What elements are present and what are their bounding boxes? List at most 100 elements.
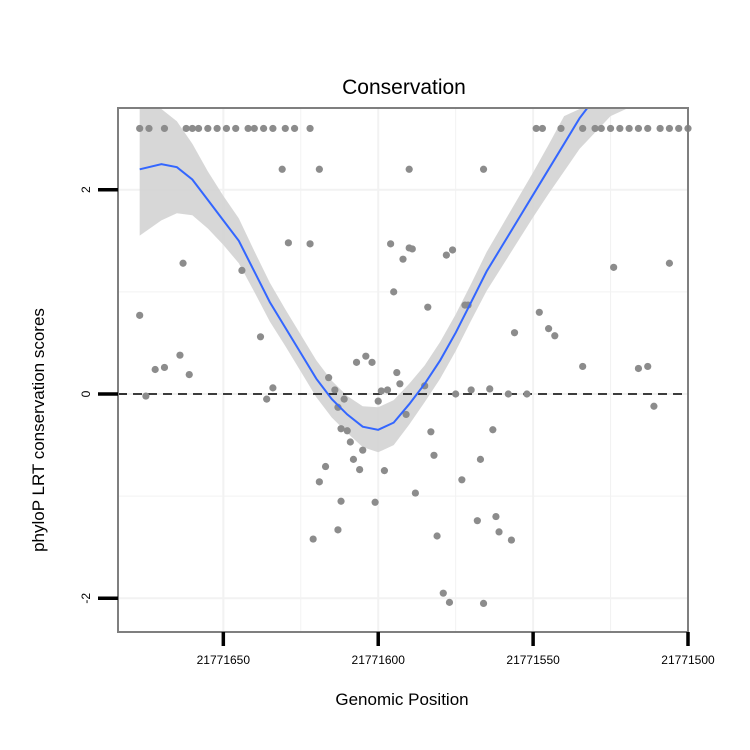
data-point (535, 308, 543, 316)
data-point (281, 124, 289, 133)
data-point (399, 255, 407, 263)
data-point (142, 392, 150, 400)
data-point (337, 497, 345, 505)
data-point (331, 386, 339, 394)
data-point (337, 425, 345, 433)
x-tick-label: 21771650 (197, 653, 251, 667)
data-point (179, 259, 187, 267)
data-point (306, 124, 314, 133)
data-point (269, 384, 277, 392)
data-point (362, 352, 370, 360)
data-point (160, 124, 169, 133)
data-point (504, 390, 512, 398)
data-point (650, 402, 658, 410)
y-tick-label: 2 (79, 186, 93, 193)
data-point (532, 124, 540, 133)
confidence-ribbon-layer (139, 109, 688, 453)
data-point (433, 532, 441, 540)
y-tick-label: 0 (79, 390, 93, 397)
data-point (325, 374, 333, 382)
data-point (656, 124, 664, 133)
data-point (263, 395, 271, 403)
data-point (610, 263, 618, 271)
data-point (259, 124, 268, 133)
data-point (309, 535, 317, 543)
data-point (591, 124, 599, 133)
data-point (427, 428, 435, 436)
data-point (557, 124, 565, 133)
data-point (380, 467, 389, 475)
smooth-fit-line (139, 108, 589, 431)
data-point (204, 124, 212, 133)
data-point (495, 528, 503, 536)
x-tick-label: 21771600 (352, 653, 406, 667)
data-point (445, 598, 454, 606)
data-point (396, 380, 404, 388)
data-point (176, 351, 184, 359)
data-point (160, 363, 169, 372)
data-point (136, 311, 144, 319)
data-point (393, 368, 401, 377)
data-point (182, 124, 190, 133)
data-point (538, 124, 547, 133)
data-point (315, 478, 323, 486)
data-point (250, 124, 258, 133)
data-point (579, 124, 587, 133)
data-point (383, 386, 392, 394)
data-point (188, 124, 196, 133)
data-point (507, 536, 516, 544)
data-point (377, 387, 385, 395)
data-point (352, 358, 361, 366)
data-point (625, 124, 633, 133)
data-point (269, 124, 277, 133)
data-point (479, 165, 488, 173)
x-tick-label: 21771550 (506, 653, 560, 667)
data-point (551, 332, 559, 340)
data-point (476, 455, 485, 463)
y-tick-label: -2 (79, 593, 93, 604)
data-point (256, 333, 265, 341)
data-point (405, 165, 413, 173)
data-point (544, 325, 553, 333)
x-tick-label: 21771500 (661, 653, 715, 667)
points-layer (136, 124, 692, 607)
data-point (194, 124, 203, 133)
data-point (232, 124, 240, 133)
data-point (458, 476, 466, 484)
data-point (402, 410, 410, 419)
data-point (430, 451, 438, 459)
data-point (467, 386, 475, 394)
confidence-ribbon (139, 109, 688, 453)
data-point (473, 517, 481, 525)
data-point (387, 240, 395, 248)
data-point (492, 512, 500, 521)
x-axis-title: Genomic Position (335, 690, 468, 709)
data-point (334, 526, 342, 534)
data-point (424, 303, 432, 311)
data-point (368, 358, 376, 366)
data-point (489, 426, 497, 434)
data-point (278, 165, 286, 173)
data-point (315, 165, 323, 173)
data-point (665, 259, 674, 267)
data-point (356, 465, 364, 474)
data-point (597, 124, 605, 133)
data-point (290, 124, 299, 133)
data-point (675, 124, 683, 133)
data-point (244, 124, 252, 133)
data-point (486, 385, 494, 393)
data-point (644, 362, 652, 371)
data-point (390, 288, 398, 296)
data-point (349, 455, 358, 463)
data-point (222, 124, 231, 133)
data-point (439, 589, 447, 597)
data-point (343, 427, 351, 435)
data-point (665, 124, 674, 133)
data-point (510, 329, 519, 337)
y-axis: -2 0 2 (79, 186, 118, 604)
data-point (284, 239, 292, 247)
data-point (185, 370, 193, 379)
data-point (136, 124, 144, 133)
data-point (523, 390, 531, 398)
